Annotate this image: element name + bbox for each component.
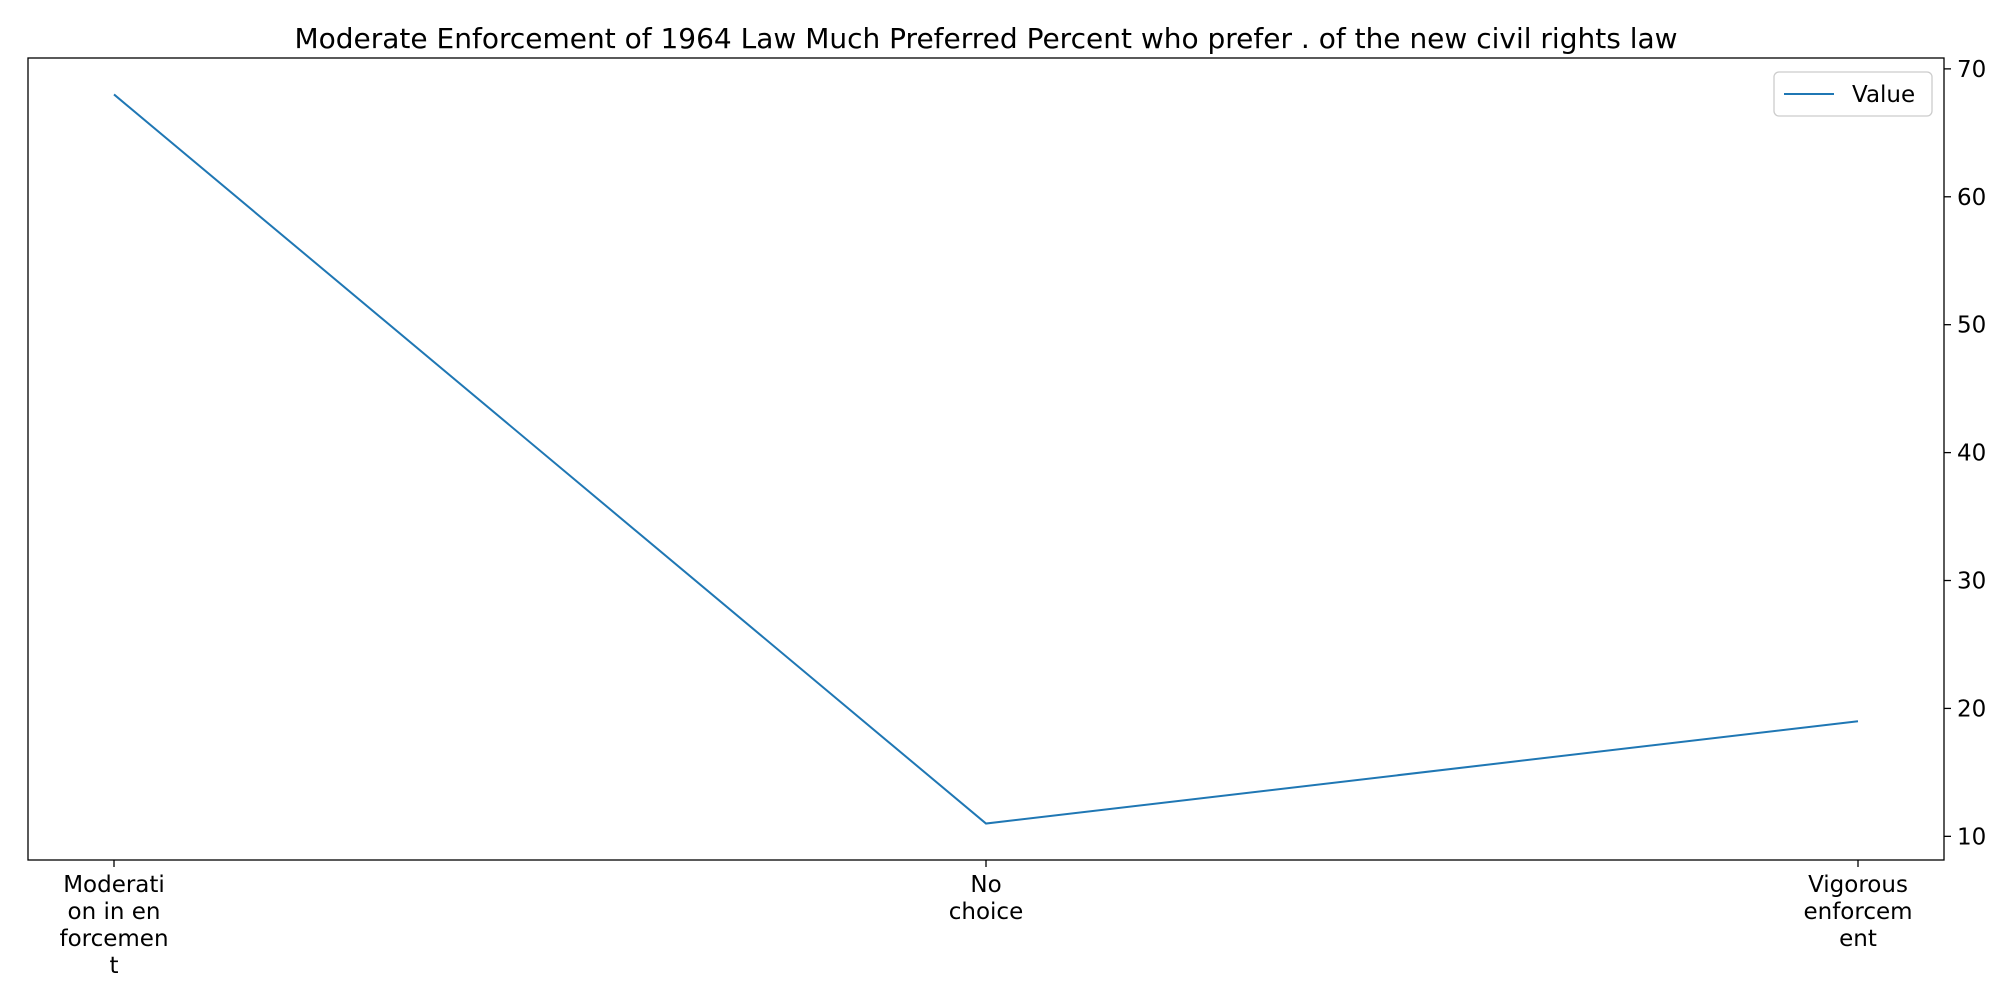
legend-box — [1773, 71, 1933, 117]
legend: Value — [1773, 71, 1933, 117]
y-tick-label: 50 — [1957, 313, 1986, 339]
x-tick-label: No choice — [949, 872, 1023, 925]
plot-area — [27, 57, 1945, 861]
chart-title: Moderate Enforcement of 1964 Law Much Pr… — [294, 22, 1677, 55]
y-tick-label: 10 — [1957, 824, 1986, 850]
y-tick-label: 20 — [1957, 696, 1986, 722]
series-line — [113, 93, 1859, 825]
y-axis: 10 20 30 40 50 60 70 — [1944, 57, 1986, 850]
y-tick-label: 40 — [1957, 441, 1986, 467]
y-tick-label: 70 — [1957, 57, 1986, 83]
x-axis: Moderati on in en forcemen t No choice Vigorou… — [59, 860, 1913, 979]
legend-label: Value — [1852, 82, 1915, 108]
y-tick-label: 30 — [1957, 569, 1986, 595]
x-tick-label: Vigorous enforcem ent — [1803, 872, 1912, 952]
series-layer — [113, 93, 1859, 825]
y-tick-label: 60 — [1957, 185, 1986, 211]
x-tick-label: Moderati on in en forcemen t — [59, 872, 168, 979]
